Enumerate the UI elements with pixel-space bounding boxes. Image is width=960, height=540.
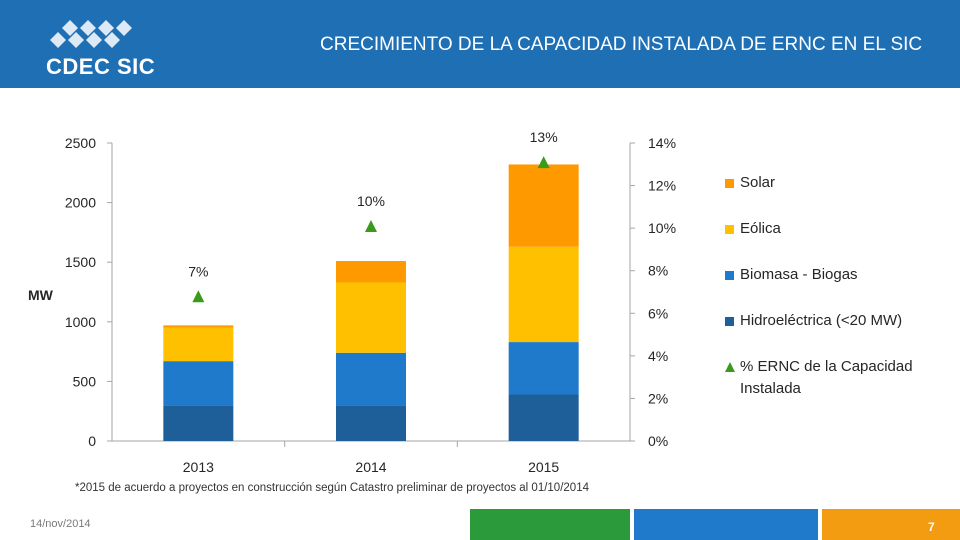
legend-swatch	[725, 271, 734, 280]
y2-tick-label: 14%	[648, 135, 676, 151]
footer-bar-blue	[634, 509, 818, 540]
chart-footnote: *2015 de acuerdo a proyectos en construc…	[75, 482, 589, 494]
bar-biomasa-biogas-2015	[508, 342, 579, 395]
bar-hidroel-ctrica-20-mw-2014	[336, 405, 406, 441]
legend-triangle-icon	[725, 362, 735, 372]
y-tick-label: 2000	[65, 195, 96, 211]
y-tick-label: 1500	[65, 254, 96, 270]
bar-biomasa-biogas-2014	[336, 352, 406, 406]
bar-biomasa-biogas-2013	[163, 361, 234, 406]
legend-label: Biomasa - Biogas	[740, 266, 858, 283]
y2-tick-label: 12%	[648, 178, 676, 194]
y2-tick-label: 0%	[648, 433, 668, 449]
legend-item-ernc-de-la-capacidad-instalada: % ERNC de la Capacidad Instalada	[725, 356, 955, 402]
ernc-percent-marker-2015	[537, 156, 550, 169]
bar-solar-2015	[508, 164, 579, 247]
bar-e-lica-2013	[163, 327, 234, 362]
y-tick-label: 1000	[65, 314, 96, 330]
y2-tick-label: 2%	[648, 390, 668, 406]
bar-hidroel-ctrica-20-mw-2013	[163, 405, 234, 441]
bar-e-lica-2014	[336, 282, 406, 353]
brand-name: CDEC SIC	[46, 54, 156, 79]
bar-e-lica-2015	[508, 246, 579, 343]
header-band: CDEC SIC CRECIMIENTO DE LA CAPACIDAD INS…	[0, 0, 960, 88]
ernc-percent-label-2015: 13%	[530, 129, 558, 145]
footer-bar-green	[470, 509, 630, 540]
legend-label: Eólica	[740, 220, 781, 237]
bar-solar-2013	[163, 325, 234, 328]
page-title: CRECIMIENTO DE LA CAPACIDAD INSTALADA DE…	[320, 34, 923, 55]
legend-label: Hidroeléctrica (<20 MW)	[740, 312, 903, 329]
legend-item-hidroel-ctrica-20-mw: Hidroeléctrica (<20 MW)	[725, 310, 955, 356]
slide-date: 14/nov/2014	[30, 518, 91, 530]
y-axis-title: MW	[28, 287, 54, 303]
bar-hidroel-ctrica-20-mw-2015	[508, 394, 579, 441]
legend-swatch	[725, 317, 734, 326]
y-tick-label: 500	[73, 373, 97, 389]
legend-item-solar: Solar	[725, 172, 955, 218]
x-tick-label: 2015	[528, 459, 559, 475]
y-tick-label: 2500	[65, 135, 96, 151]
ernc-percent-marker-2013	[192, 290, 205, 303]
ernc-percent-label-2013: 7%	[188, 263, 208, 279]
ernc-percent-label-2014: 10%	[357, 193, 385, 209]
y2-tick-label: 10%	[648, 220, 676, 236]
x-tick-label: 2013	[183, 459, 214, 475]
chart-legend: Solar Eólica Biomasa - Biogas Hidroeléctric…	[725, 172, 955, 402]
y2-tick-label: 8%	[648, 263, 668, 279]
legend-swatch	[725, 179, 734, 188]
legend-label: Solar	[740, 174, 776, 191]
y2-tick-label: 6%	[648, 305, 668, 321]
ernc-percent-marker-2014	[365, 220, 377, 233]
page-number: 7	[928, 520, 935, 534]
y-tick-label: 0	[88, 433, 96, 449]
legend-swatch	[725, 225, 734, 234]
footer-bar-orange	[822, 509, 960, 540]
legend-label: % ERNC de la Capacidad Instalada	[740, 358, 913, 397]
x-tick-label: 2014	[355, 459, 386, 475]
legend-item-e-lica: Eólica	[725, 218, 955, 264]
y2-tick-label: 4%	[648, 348, 668, 364]
bar-solar-2014	[336, 261, 406, 283]
cdec-logo-icon	[50, 20, 132, 48]
legend-item-biomasa-biogas: Biomasa - Biogas	[725, 264, 955, 310]
